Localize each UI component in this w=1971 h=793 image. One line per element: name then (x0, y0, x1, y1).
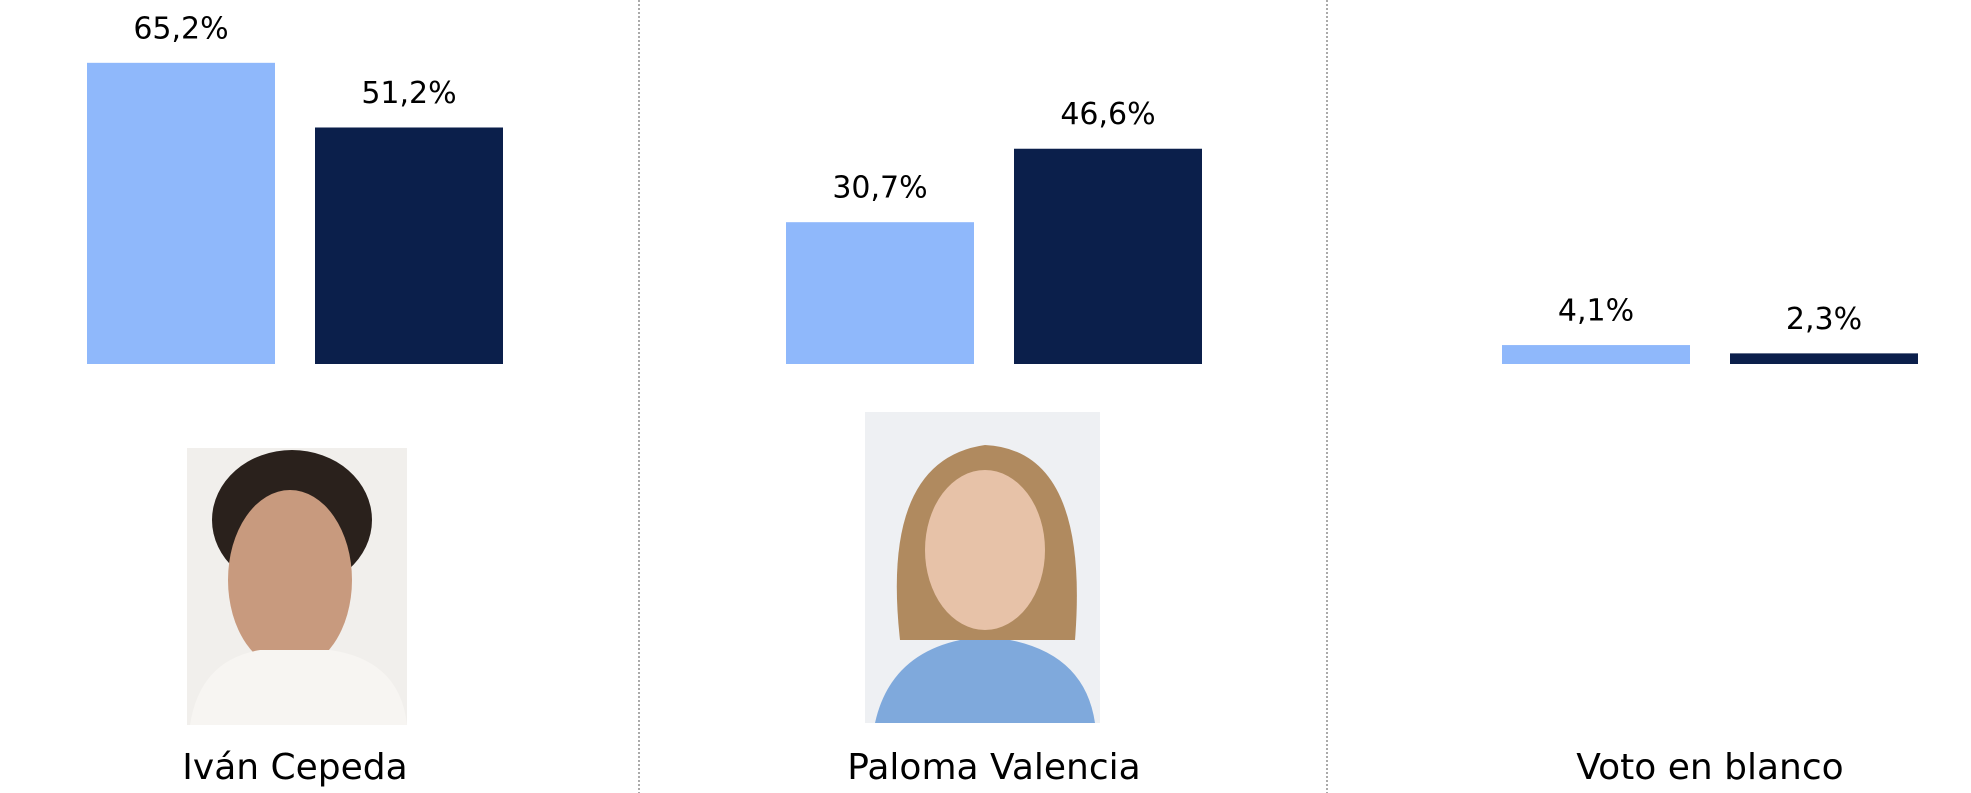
category-label: Iván Cepeda (182, 747, 407, 788)
value-label: 2,3% (1786, 302, 1862, 337)
category-label: Voto en blanco (1576, 747, 1843, 788)
photo (187, 448, 407, 725)
bar (1014, 148, 1202, 364)
value-label: 65,2% (133, 11, 228, 46)
category-label: Paloma Valencia (847, 747, 1140, 788)
bar (1502, 345, 1690, 364)
bar (87, 62, 275, 365)
value-label: 51,2% (361, 76, 456, 111)
photo (865, 412, 1100, 723)
bar (315, 127, 503, 364)
bar (786, 222, 974, 364)
value-label: 30,7% (832, 171, 927, 206)
bar (1730, 353, 1918, 364)
value-label: 4,1% (1558, 294, 1634, 329)
value-label: 46,6% (1060, 97, 1155, 132)
